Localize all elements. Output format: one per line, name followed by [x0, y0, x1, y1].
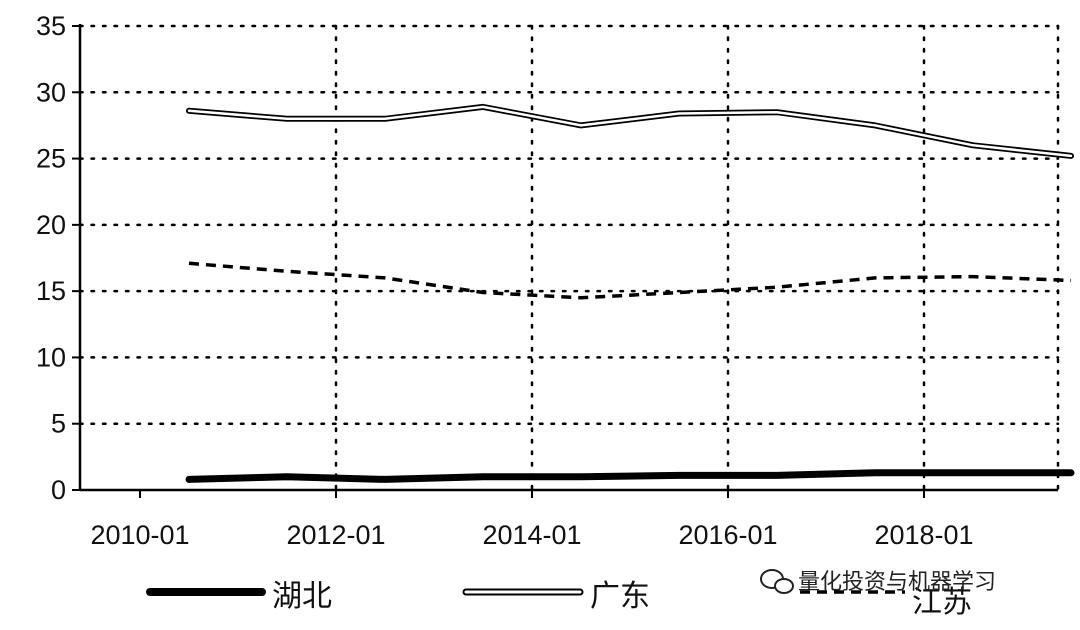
series-line-guangdong [186, 103, 1074, 159]
series-lines [185, 103, 1075, 483]
x-tick-label: 2014-01 [482, 520, 581, 550]
y-tick-label: 0 [51, 475, 66, 505]
x-tick-label: 2010-01 [90, 520, 189, 550]
y-tick-label: 25 [36, 144, 66, 174]
watermark-text: 量化投资与机器学习 [798, 570, 996, 595]
legend-label-jiangsu: 江苏 [912, 585, 972, 620]
y-tick-label: 35 [36, 11, 66, 41]
y-axis-ticks: 0 5 10 15 20 25 30 35 [36, 11, 80, 505]
wechat-icon [760, 569, 794, 594]
x-axis-ticks: 2010-01 2012-01 2014-01 2016-01 2018-01 [90, 490, 974, 550]
x-tick-label: 2012-01 [286, 520, 385, 550]
legend: 湖北 广东 江苏 [146, 579, 972, 620]
legend-label-hubei: 湖北 [272, 579, 332, 614]
y-tick-label: 15 [36, 276, 66, 306]
legend-label-guangdong: 广东 [590, 579, 650, 614]
series-line-jiangsu [188, 261, 1072, 300]
y-tick-label: 20 [36, 210, 66, 240]
grid-lines [78, 24, 1060, 492]
x-tick-label: 2018-01 [874, 520, 973, 550]
y-tick-label: 10 [36, 342, 66, 372]
series-line-hubei [185, 469, 1075, 483]
y-tick-label: 5 [51, 409, 66, 439]
axes [78, 24, 1058, 492]
y-tick-label: 30 [36, 77, 66, 107]
watermark: 量化投资与机器学习 [760, 569, 996, 595]
x-tick-label: 2016-01 [678, 520, 777, 550]
